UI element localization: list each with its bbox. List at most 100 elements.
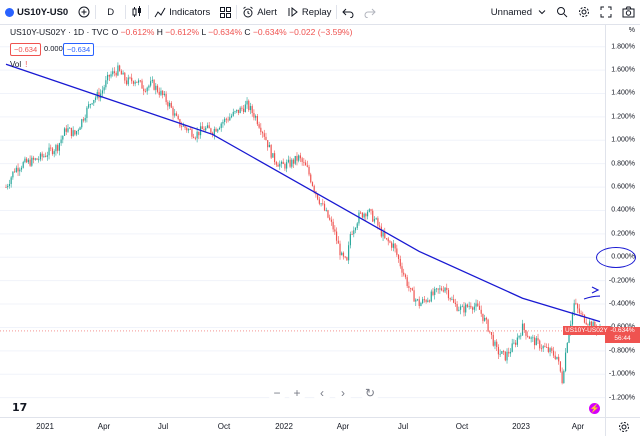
candle-body bbox=[265, 136, 267, 141]
candle-body bbox=[299, 155, 302, 159]
candle-body bbox=[425, 300, 427, 302]
candle-body bbox=[480, 309, 482, 314]
ohlc-values: O −0.612% H −0.612% L −0.634% C −0.634% … bbox=[111, 27, 353, 37]
candle-body bbox=[587, 324, 589, 326]
zoom-out-button[interactable]: − bbox=[268, 384, 286, 402]
candle-body bbox=[459, 306, 462, 310]
axis-settings-corner[interactable] bbox=[605, 417, 640, 436]
candle-body bbox=[36, 158, 38, 160]
divider bbox=[148, 5, 150, 19]
price-tick-label: 1.000% bbox=[611, 136, 635, 144]
candle-body bbox=[354, 227, 357, 231]
alarm-clock-icon bbox=[243, 6, 254, 18]
zoom-in-button[interactable]: + bbox=[288, 384, 306, 402]
candle-body bbox=[146, 87, 148, 92]
candle-body bbox=[563, 370, 565, 384]
candle-body bbox=[303, 161, 305, 163]
candle-body bbox=[484, 317, 486, 321]
redo-button[interactable] bbox=[359, 0, 381, 24]
scroll-right-button[interactable]: › bbox=[334, 384, 352, 402]
candle-body bbox=[94, 97, 97, 101]
templates-button[interactable] bbox=[215, 0, 236, 24]
divider bbox=[95, 5, 97, 19]
chevron-left-icon: ‹ bbox=[320, 386, 324, 400]
candle-body bbox=[401, 266, 403, 273]
compare-button[interactable] bbox=[73, 0, 95, 24]
price-chart[interactable] bbox=[0, 25, 605, 417]
candle-body bbox=[415, 299, 417, 302]
candle-body bbox=[124, 72, 126, 81]
candle-body bbox=[444, 287, 446, 292]
undo-button[interactable] bbox=[337, 0, 359, 24]
candle-body bbox=[539, 340, 541, 349]
candle-body bbox=[342, 252, 345, 257]
minus-icon: − bbox=[273, 386, 281, 400]
candle-body bbox=[501, 351, 503, 354]
candle-body bbox=[193, 136, 195, 138]
candle-body bbox=[413, 290, 415, 302]
candle-body bbox=[81, 119, 83, 128]
reset-chart-button[interactable]: ↻ bbox=[361, 384, 379, 402]
quick-search-button[interactable] bbox=[551, 0, 573, 24]
settings-button[interactable] bbox=[573, 0, 595, 24]
bolt-icon[interactable]: ⚡ bbox=[589, 403, 600, 414]
close-value: −0.634% bbox=[252, 27, 287, 37]
candle-body bbox=[556, 356, 558, 359]
candle-body bbox=[583, 314, 586, 323]
candle-body bbox=[427, 300, 429, 302]
layout-button[interactable]: Unnamed bbox=[480, 0, 551, 24]
candle-body bbox=[62, 135, 64, 140]
candle-body bbox=[143, 88, 145, 92]
candle-body bbox=[294, 155, 296, 164]
candle-body bbox=[428, 300, 431, 302]
candle-body bbox=[249, 106, 252, 111]
candle-body bbox=[346, 257, 348, 261]
candle-body bbox=[172, 107, 174, 116]
replay-label: Replay bbox=[301, 6, 332, 18]
candle-body bbox=[46, 155, 48, 157]
candle-body bbox=[447, 289, 450, 299]
alert-label: Alert bbox=[257, 6, 277, 18]
bid-box[interactable]: −0.634 bbox=[10, 43, 42, 56]
plus-circle-icon bbox=[78, 6, 90, 18]
candle-body bbox=[558, 356, 560, 362]
replay-button[interactable]: Replay bbox=[282, 0, 337, 24]
candle-body bbox=[366, 211, 369, 217]
candle-body bbox=[191, 129, 193, 137]
fullscreen-button[interactable] bbox=[595, 0, 617, 24]
chart-pane[interactable] bbox=[0, 25, 605, 417]
candle-body bbox=[289, 159, 291, 167]
candle-body bbox=[182, 125, 184, 127]
candle-body bbox=[213, 128, 215, 136]
time-tick-label: Jul bbox=[157, 422, 169, 431]
candle-body bbox=[446, 287, 448, 290]
candle-body bbox=[332, 221, 334, 230]
candle-body bbox=[244, 104, 246, 113]
candle-body bbox=[115, 72, 117, 76]
candle-body bbox=[520, 335, 522, 337]
price-axis[interactable]: % 1.800% 1.600% 1.400% 1.200% 1.000% 0.800% 0.… bbox=[605, 25, 640, 417]
candle-body bbox=[5, 187, 7, 188]
indicators-button[interactable]: Indicators bbox=[149, 0, 215, 24]
candle-body bbox=[377, 218, 379, 226]
candle-body bbox=[206, 125, 209, 128]
candle-body bbox=[330, 219, 333, 222]
scroll-left-button[interactable]: ‹ bbox=[313, 384, 331, 402]
candle-body bbox=[258, 124, 260, 128]
snapshot-button[interactable] bbox=[617, 0, 640, 24]
candle-body bbox=[198, 131, 200, 136]
symbol-search[interactable]: US10Y-US0 bbox=[0, 0, 73, 24]
time-axis[interactable]: 2021 Apr Jul Oct 2022 Apr Jul Oct 2023 Apr bbox=[0, 417, 605, 436]
price-tick-label: 0.600% bbox=[611, 183, 635, 191]
candle-body bbox=[38, 159, 40, 161]
interval-button[interactable]: D bbox=[96, 0, 125, 24]
price-tick-label: -1.200% bbox=[608, 394, 635, 402]
ask-box[interactable]: −0.634 bbox=[63, 43, 95, 56]
candle-body bbox=[248, 100, 250, 111]
candle-body bbox=[391, 242, 393, 248]
candle-body bbox=[156, 85, 159, 92]
alert-button[interactable]: Alert bbox=[237, 0, 282, 24]
price-tick-label: 0.800% bbox=[611, 160, 635, 168]
candles-icon bbox=[132, 6, 142, 17]
chart-type-button[interactable] bbox=[126, 0, 148, 24]
